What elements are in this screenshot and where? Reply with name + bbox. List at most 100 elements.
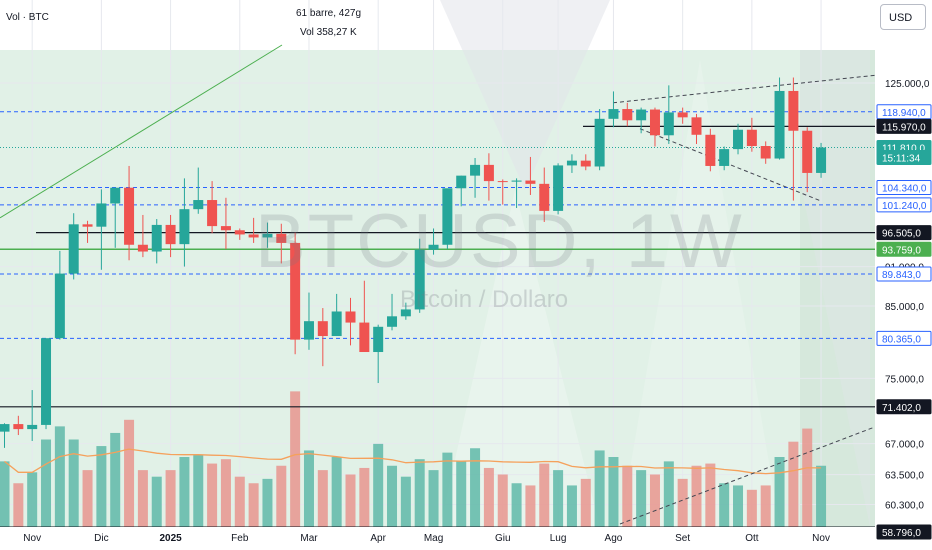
currency-button[interactable]: USD (880, 4, 926, 30)
candle-body[interactable] (649, 109, 660, 136)
candle-body[interactable] (220, 226, 231, 231)
candle-body[interactable] (151, 224, 162, 252)
candle-body[interactable] (345, 311, 356, 323)
bars-range-info: 61 barre, 427g (296, 8, 362, 19)
candle-body[interactable] (82, 224, 93, 227)
volume-bar (608, 457, 619, 527)
candle-body[interactable] (303, 321, 314, 340)
price-label-box (876, 524, 932, 540)
candle-body[interactable] (802, 130, 813, 173)
candle-body[interactable] (27, 424, 38, 430)
candle-body[interactable] (207, 200, 218, 227)
volume-bar (0, 461, 10, 527)
volume-bar (68, 439, 79, 527)
price-label: 89.843,0 (882, 270, 921, 281)
candle-body[interactable] (165, 224, 176, 245)
volume-ma-line (4, 448, 822, 475)
candle-body[interactable] (774, 90, 785, 159)
candle-body[interactable] (54, 273, 65, 339)
y-tick-label: 67.000,0 (885, 440, 924, 451)
price-label-box (876, 330, 932, 346)
candle-body[interactable] (746, 129, 757, 147)
candle-body[interactable] (788, 90, 799, 131)
candle-body[interactable] (525, 180, 536, 184)
candle-body[interactable] (414, 249, 425, 310)
price-label: 104.340,0 (882, 183, 927, 194)
price-label: 15:11:34 (882, 153, 921, 164)
price-label-box (876, 197, 932, 213)
volume-bar (636, 470, 647, 527)
candle-body[interactable] (483, 164, 494, 182)
volume-bar (774, 457, 785, 527)
candle-body[interactable] (387, 316, 398, 327)
candle-body[interactable] (124, 187, 135, 245)
candle-body[interactable] (608, 109, 619, 119)
candle-body[interactable] (470, 164, 481, 176)
volume-bar (525, 485, 536, 527)
candle-body[interactable] (511, 180, 522, 182)
candle-body[interactable] (497, 181, 508, 183)
volume-bar (82, 470, 93, 527)
candle-body[interactable] (553, 165, 564, 211)
candle-body[interactable] (373, 326, 384, 353)
candle-body[interactable] (290, 242, 301, 340)
candle-body[interactable] (96, 203, 107, 227)
price-label: 115.970,0 (882, 122, 926, 133)
candle-body[interactable] (456, 175, 467, 189)
candle-body[interactable] (705, 134, 716, 166)
zone-fill-right (800, 50, 875, 527)
candle-body[interactable] (400, 309, 411, 317)
price-label-box (876, 149, 932, 165)
candle-body[interactable] (442, 188, 453, 245)
volume-bar (331, 457, 342, 527)
candle-body[interactable] (760, 146, 771, 159)
candle-body[interactable] (41, 338, 52, 425)
y-tick-label: 60.300,0 (885, 501, 924, 512)
candle-body[interactable] (428, 244, 439, 250)
volume-bar (207, 463, 218, 527)
candle-body[interactable] (331, 311, 342, 337)
volume-bar (816, 465, 827, 527)
time-axis[interactable] (0, 527, 932, 550)
candle-body[interactable] (733, 129, 744, 150)
candle-body[interactable] (677, 112, 688, 118)
candle-body[interactable] (13, 424, 24, 430)
candle-body[interactable] (691, 117, 702, 135)
symbol-watermark: BTCUSD, 1W (255, 199, 744, 284)
candle-body[interactable] (636, 109, 647, 121)
candle-body[interactable] (137, 244, 148, 252)
candle-body[interactable] (179, 209, 190, 245)
candle-body[interactable] (539, 183, 550, 211)
volume-bar (649, 474, 660, 527)
price-label: 80.365,0 (882, 334, 921, 345)
candle-body[interactable] (359, 322, 370, 353)
candle-body[interactable] (234, 230, 245, 235)
x-tick-label: Apr (370, 533, 386, 544)
volume-bar (13, 483, 24, 527)
candle-body[interactable] (566, 160, 577, 166)
candle-body[interactable] (193, 200, 204, 210)
candle-body[interactable] (719, 149, 730, 166)
volume-indicator-label[interactable]: Vol · BTC (6, 12, 49, 23)
volume-bar (705, 463, 716, 527)
candle-body[interactable] (0, 424, 10, 432)
volume-bar (290, 391, 301, 527)
candle-body[interactable] (594, 118, 605, 167)
candle-body[interactable] (276, 233, 287, 243)
candle-body[interactable] (262, 233, 273, 238)
candle-body[interactable] (622, 109, 633, 121)
candle-body[interactable] (248, 234, 259, 238)
zone-fill (0, 50, 875, 527)
candle-body[interactable] (110, 187, 121, 204)
volume-bar (677, 478, 688, 527)
volume-bar (539, 463, 550, 527)
candle-body[interactable] (68, 224, 79, 274)
candle-body[interactable] (816, 147, 827, 173)
volume-bar (802, 428, 813, 527)
candle-body[interactable] (580, 160, 591, 167)
candle-body[interactable] (663, 112, 674, 136)
volume-bar (483, 467, 494, 527)
candle-body[interactable] (317, 321, 328, 337)
